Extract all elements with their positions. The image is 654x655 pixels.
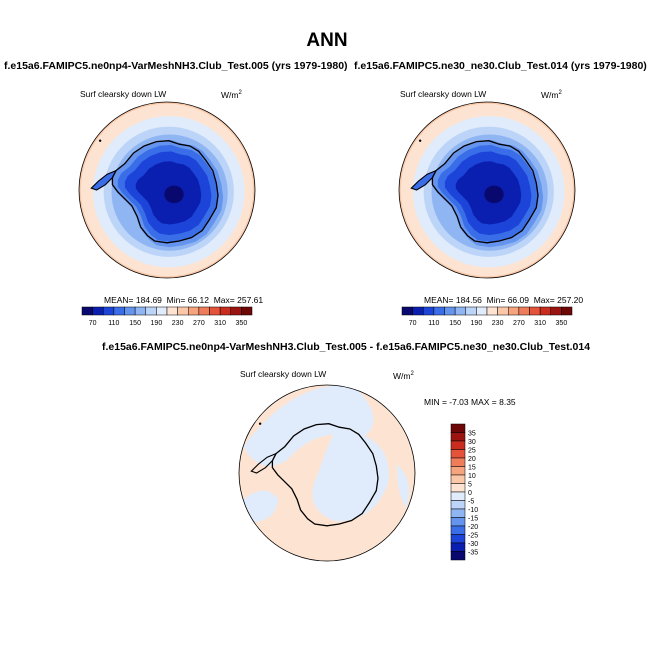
panel2-units: W/m2	[541, 90, 562, 100]
panel1-map-border	[78, 101, 256, 279]
panel3-negative-area-0	[243, 385, 374, 467]
panel1-field	[79, 102, 255, 278]
panel2-variable: Surf clearsky down LW	[400, 89, 487, 99]
panel1-colorbar-tick-label: 190	[151, 320, 163, 327]
panel3-colorbar-tick-label: 0	[468, 490, 472, 497]
panel2-colorbar-tick-label: 150	[449, 320, 461, 327]
panel3-colorbar-swatch-0	[450, 423, 466, 433]
panel3-colorbar-tick-label: 10	[468, 473, 476, 480]
panel2-colorbar-tick-label: 70	[409, 320, 417, 327]
panel2-colorbar-tick-label: 350	[556, 320, 568, 327]
panel2-coastline	[431, 140, 539, 244]
panel1-stats: MEAN= 184.69 Min= 66.12 Max= 257.61	[104, 295, 264, 305]
panel2-stats: MEAN= 184.56 Min= 66.09 Max= 257.20	[424, 295, 584, 305]
panel3-colorbar-tick-label: 30	[468, 439, 476, 446]
panel3-colorbar-swatch-11	[450, 517, 466, 527]
panel1-variable: Surf clearsky down LW	[80, 89, 167, 99]
panel2-colorbar-tick-label: 270	[513, 320, 525, 327]
panel3-colorbar-tick-label: 20	[468, 456, 476, 463]
panel1-units: W/m2	[221, 90, 242, 100]
panel3-colorbar-swatch-9	[450, 500, 466, 510]
panel1-colorbar-swatch-15	[241, 306, 253, 316]
panel3-units: W/m2	[393, 371, 414, 381]
panel3-colorbar-tick-label: 15	[468, 465, 476, 472]
panel3-colorbar-swatch-1	[450, 432, 466, 442]
panel3-coastline	[271, 423, 379, 527]
panel1-plateau-core	[164, 185, 184, 204]
panel3-colorbar-tick-label: 35	[468, 431, 476, 438]
panel2-field	[399, 102, 575, 278]
panel1-colorbar-tick-label: 270	[193, 320, 205, 327]
panel3-negative-area-3	[397, 464, 410, 509]
figure-title: ANN	[306, 30, 348, 51]
panel3-colorbar-tick-label: -10	[468, 507, 478, 514]
panel3-colorbar-swatch-7	[450, 483, 466, 493]
panel2-colorbar-tick-label: 310	[534, 320, 546, 327]
panel1-colorbar-tick-label: 350	[236, 320, 248, 327]
panel3-colorbar-swatch-6	[450, 474, 466, 484]
panel1-colorbar-tick-label: 70	[89, 320, 97, 327]
panel3-title: f.e15a6.FAMIPC5.ne0np4-VarMeshNH3.Club_T…	[102, 341, 591, 353]
panel1-colorbar-tick-label: 310	[214, 320, 226, 327]
panel3-negative-area-2	[243, 490, 279, 523]
panel3-colorbar-tick-label: -15	[468, 516, 478, 523]
panel3-variable: Surf clearsky down LW	[240, 369, 327, 379]
panel2-colorbar-tick-label: 110	[428, 320, 439, 327]
panel3-field	[239, 385, 415, 561]
panel1-title: f.e15a6.FAMIPC5.ne0np4-VarMeshNH3.Club_T…	[4, 60, 348, 72]
panel2-colorbar-tick-label: 190	[471, 320, 483, 327]
panel3-colorbar-swatch-13	[450, 534, 466, 544]
panel2-peninsula-fill	[411, 170, 436, 190]
panel1-colorbar-tick-label: 150	[129, 320, 141, 327]
panel2-peninsula-coast	[410, 169, 438, 191]
panel3-colorbar-swatch-10	[450, 508, 466, 518]
panel3-colorbar-tick-label: 5	[468, 482, 472, 489]
panel3-colorbar-tick-label: -25	[468, 533, 478, 540]
panel2-title: f.e15a6.FAMIPC5.ne30_ne30.Club_Test.014 …	[354, 60, 647, 72]
panel1-peninsula-fill	[91, 170, 116, 190]
panel3-colorbar-swatch-5	[450, 466, 466, 476]
panel3-colorbar-tick-label: -5	[468, 499, 474, 506]
panel1-colorbar-tick-label: 230	[172, 320, 184, 327]
panel3-colorbar-tick-label: 25	[468, 448, 476, 455]
panel3-map-border	[238, 384, 416, 562]
panel2-map-border	[398, 101, 576, 279]
panel2-island	[418, 139, 422, 142]
panel3-colorbar-swatch-3	[450, 449, 466, 459]
panel2-plateau-core	[484, 185, 504, 204]
panel3-colorbar-swatch-12	[450, 525, 466, 535]
panel3-colorbar-swatch-15	[450, 551, 466, 561]
panel3-colorbar-tick-label: -30	[468, 541, 478, 548]
panel1-colorbar-tick-label: 110	[108, 320, 119, 327]
panel3-negative-area-1	[312, 429, 389, 522]
panel3-peninsula-coast	[250, 452, 278, 474]
panel3-colorbar-tick-label: -35	[468, 550, 478, 557]
panel2-colorbar-tick-label: 230	[492, 320, 504, 327]
panel3-colorbar-swatch-8	[450, 491, 466, 501]
panel3-colorbar-tick-label: -20	[468, 524, 478, 531]
panel3-island	[258, 422, 262, 425]
panel3-colorbar-swatch-2	[450, 440, 466, 450]
panel3-colorbar-swatch-4	[450, 457, 466, 467]
panel1-coastline	[111, 140, 219, 244]
panel1-peninsula-coast	[90, 169, 118, 191]
panel3-stats: MIN = -7.03 MAX = 8.35	[424, 397, 516, 407]
panel2-colorbar-swatch-15	[561, 306, 573, 316]
panel3-colorbar-swatch-14	[450, 542, 466, 552]
panel1-island	[98, 139, 102, 142]
